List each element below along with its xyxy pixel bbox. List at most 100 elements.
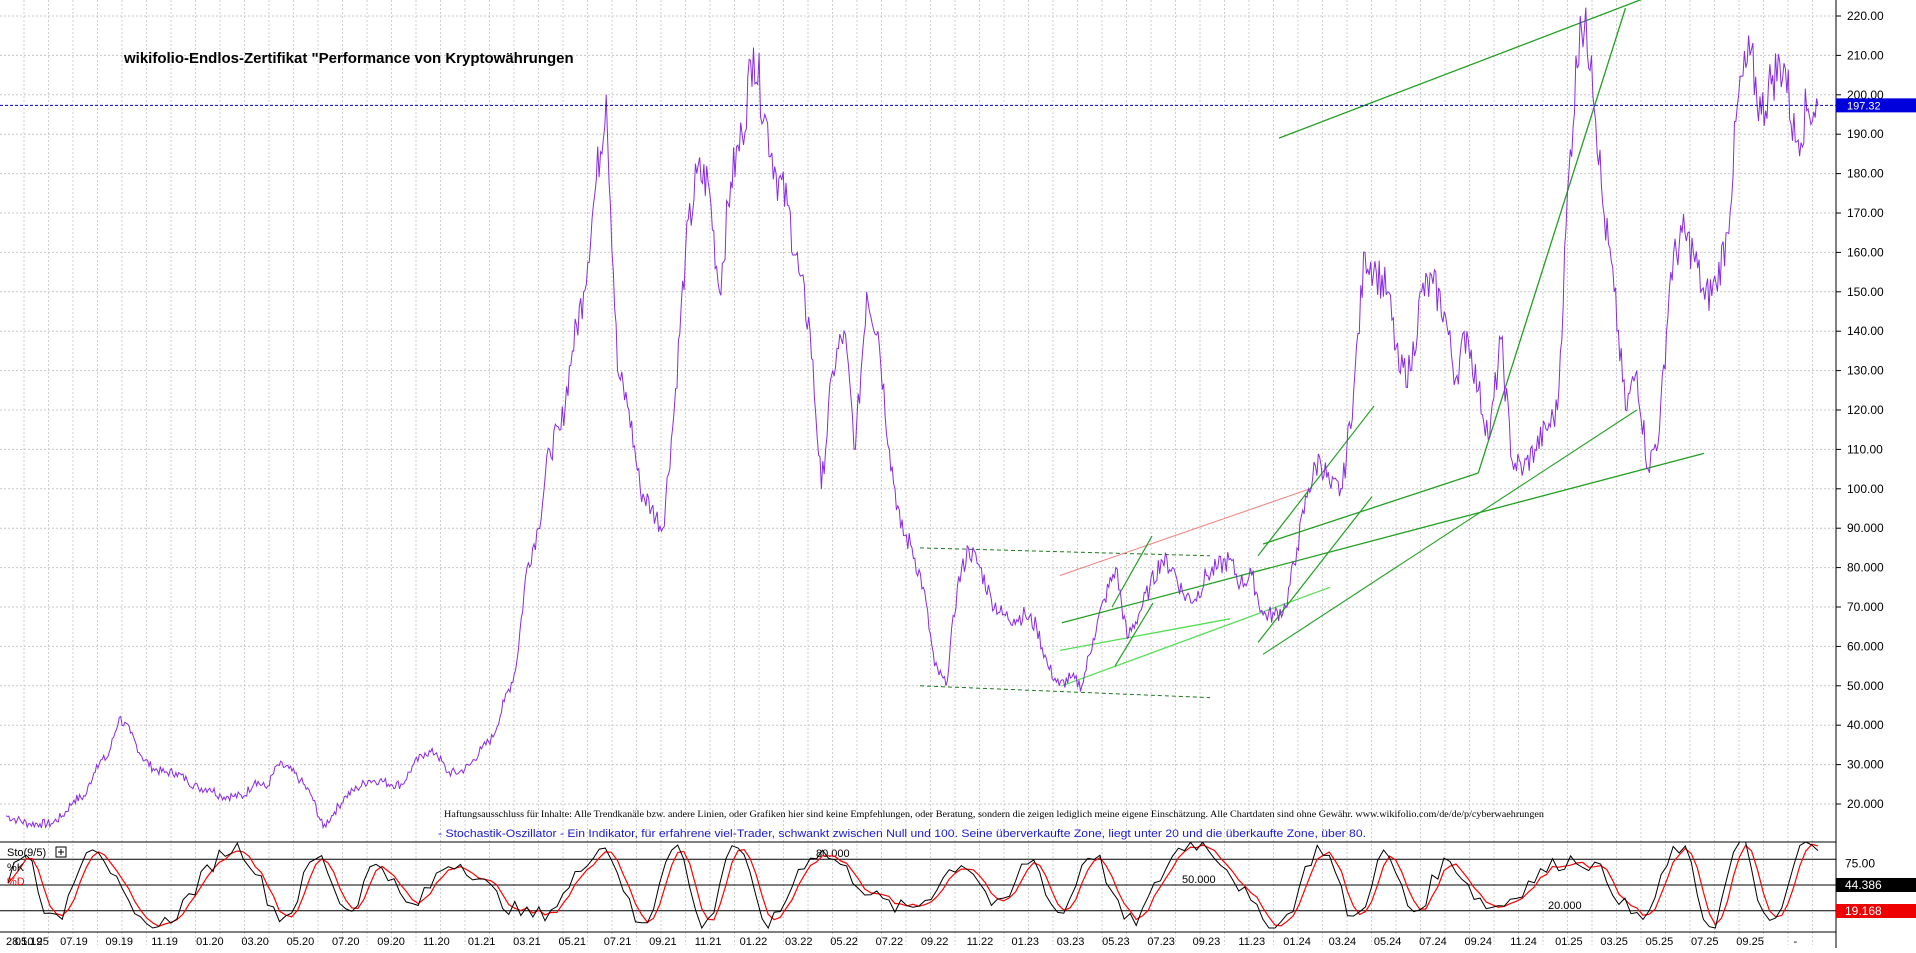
x-tick-label: 03.25 — [1600, 936, 1628, 948]
stoch-k-label: %K — [7, 862, 25, 874]
stoch-d-box — [1836, 904, 1916, 918]
stoch-d-line — [7, 843, 1819, 927]
last-value-marker: 197.32 — [0, 98, 1916, 113]
x-tick-label: 01.20 — [196, 936, 224, 948]
y-tick-label: 210.00 — [1847, 48, 1884, 62]
x-tick-label: 05.24 — [1374, 936, 1402, 948]
x-tick-label: 01.23 — [1011, 936, 1039, 948]
stoch-axis-label: 75.00 — [1845, 857, 1875, 871]
y-tick-label: 140.00 — [1847, 324, 1884, 338]
disclaimer-text: Haftungsausschluss für Inhalte: Alle Tre… — [444, 809, 1544, 819]
x-tick-label: 09.22 — [921, 936, 949, 948]
x-tick-label: 03.22 — [785, 936, 813, 948]
resistance-line — [1059, 488, 1311, 576]
x-tick-label: 07.22 — [876, 936, 904, 948]
x-tick-label: 05.20 — [287, 936, 315, 948]
y-tick-label: 220.00 — [1847, 9, 1884, 23]
x-tick-label: 11.20 — [423, 936, 450, 948]
y-tick-label: 50.000 — [1847, 679, 1884, 693]
y-tick-label: 130.00 — [1847, 364, 1884, 378]
y-tick-label: 170.00 — [1847, 206, 1884, 220]
x-tick-label: 05.22 — [830, 936, 858, 948]
x-tick-label: 03.20 — [241, 936, 269, 948]
x-tick-label: 07.20 — [332, 936, 360, 948]
support-line — [1059, 618, 1231, 651]
trend-lines — [919, 0, 1705, 699]
y-tick-label: 90.000 — [1847, 521, 1884, 535]
price-line — [5, 7, 1819, 830]
x-tick-label: 07.24 — [1419, 936, 1447, 948]
x-tick-label: - — [1794, 936, 1798, 948]
lower-rising-line — [1262, 409, 1638, 655]
last-value-box — [1836, 98, 1916, 113]
x-tick-label: 01.22 — [740, 936, 768, 948]
stoch-d-label: %D — [7, 876, 25, 888]
x-tick-label: 09.21 — [649, 936, 677, 948]
price-series — [5, 7, 1819, 830]
x-tick-label: 01.24 — [1283, 936, 1311, 948]
range-top-line — [919, 547, 1211, 557]
indicator-note: - Stochastik-Oszillator - Ein Indikator,… — [438, 828, 1366, 840]
x-tick-label: 09.24 — [1464, 936, 1492, 948]
x-tick-label: 11.22 — [967, 936, 994, 948]
x-tick-label: 05.21 — [558, 936, 586, 948]
x-tick-label: 07.21 — [604, 936, 632, 948]
y-tick-label: 180.00 — [1847, 167, 1884, 181]
chart-title: wikifolio-Endlos-Zertifikat "Performance… — [123, 50, 574, 67]
x-tick-label: 11.24 — [1510, 936, 1537, 948]
upper-channel-line — [1278, 0, 1642, 139]
x-tick-label: 11.19 — [151, 936, 178, 948]
y-tick-label: 160.00 — [1847, 245, 1884, 259]
x-tick-label: 11.21 — [695, 936, 722, 948]
x-tick-label: 09.25 — [1736, 936, 1764, 948]
y-tick-label: 200.00 — [1847, 88, 1884, 102]
y-tick-label: 40.000 — [1847, 718, 1884, 732]
x-tick-label: 05.19 — [15, 936, 43, 948]
short-channel-line — [1257, 496, 1373, 643]
x-tick-label: 07.25 — [1691, 936, 1719, 948]
x-tick-label: 05.25 — [1646, 936, 1674, 948]
stoch-d-value: 19.168 — [1845, 904, 1882, 918]
y-tick-label: 30.000 — [1847, 758, 1884, 772]
x-tick-label: 11.23 — [1238, 936, 1265, 948]
x-tick-label: 07.23 — [1147, 936, 1175, 948]
short-channel-line — [1257, 405, 1375, 557]
x-tick-label: 05.23 — [1102, 936, 1130, 948]
x-tick-label: 03.21 — [513, 936, 541, 948]
upper-channel-line — [1477, 7, 1627, 474]
last-value-label: 197.32 — [1847, 100, 1881, 112]
y-tick-label: 100.00 — [1847, 482, 1884, 496]
y-tick-label: 80.000 — [1847, 561, 1884, 575]
range-bottom-line — [919, 685, 1211, 699]
grid — [0, 0, 1836, 945]
x-tick-label: 03.24 — [1329, 936, 1357, 948]
stoch-label: Sto(9/5) — [7, 847, 46, 859]
stoch-k-line — [7, 841, 1819, 930]
stoch-ref-label: 50.000 — [1182, 874, 1216, 886]
x-tick-label: 01.25 — [1555, 936, 1583, 948]
support-line — [1061, 586, 1331, 687]
y-tick-label: 70.000 — [1847, 600, 1884, 614]
y-axis: 20.000 30.000 40.000 50.000 60.000 70.000 80.0… — [1835, 0, 1884, 948]
x-tick-label: 09.19 — [105, 936, 133, 948]
y-tick-label: 120.00 — [1847, 403, 1884, 417]
lower-channel-line — [1061, 452, 1705, 624]
y-tick-label: 110.00 — [1847, 442, 1883, 456]
short-channel-line — [1114, 602, 1154, 667]
stoch-k-box — [1836, 878, 1916, 892]
stoch-ref-label: 20.000 — [1548, 900, 1582, 912]
x-tick-label: 28.10.25 — [6, 936, 49, 948]
stoch-ref-label: 80.000 — [816, 848, 850, 860]
short-channel-line — [1111, 535, 1153, 608]
y-tick-label: 60.000 — [1847, 639, 1884, 653]
x-tick-label: 07.19 — [60, 936, 88, 948]
x-tick-label: 09.20 — [377, 936, 405, 948]
x-tick-label: 09.23 — [1193, 936, 1221, 948]
y-tick-label: 150.00 — [1847, 285, 1884, 299]
x-tick-label: 01.21 — [468, 936, 496, 948]
y-tick-label: 20.000 — [1847, 797, 1884, 811]
y-tick-label: 190.00 — [1847, 127, 1884, 141]
